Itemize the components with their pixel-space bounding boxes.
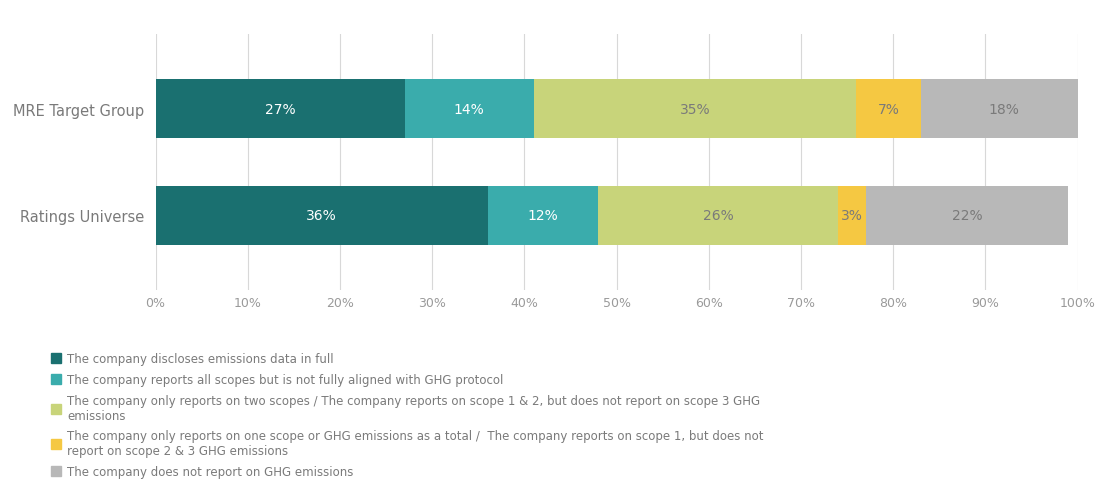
Bar [156,187,488,245]
Bar [857,80,921,139]
Bar [838,187,865,245]
Text: 7%: 7% [878,103,900,117]
Text: 12%: 12% [528,209,558,223]
Bar [865,187,1069,245]
Text: 18%: 18% [989,103,1019,117]
Legend: The company discloses emissions data in full, The company reports all scopes but: The company discloses emissions data in … [51,353,764,478]
Text: 26%: 26% [702,209,733,223]
Bar [598,187,838,245]
Bar [404,80,533,139]
Bar [488,187,598,245]
Text: 14%: 14% [453,103,484,117]
Text: 22%: 22% [952,209,982,223]
Bar [921,80,1087,139]
Text: 35%: 35% [680,103,710,117]
Text: 27%: 27% [264,103,296,117]
Text: 36%: 36% [307,209,337,223]
Text: 3%: 3% [841,209,862,223]
Bar [156,80,404,139]
Bar [533,80,857,139]
